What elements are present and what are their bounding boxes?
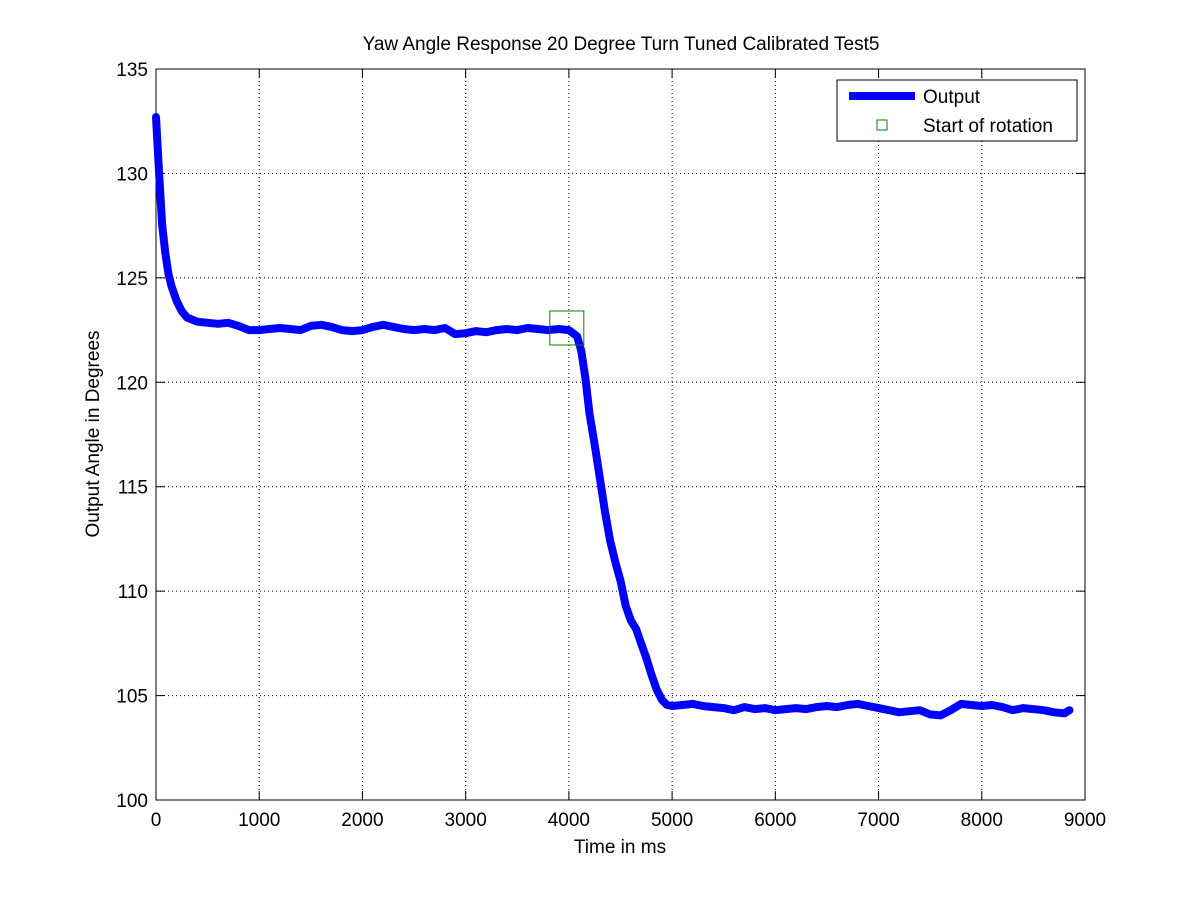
grid-lines [156,69,1085,800]
x-tick-label: 9000 [1064,810,1106,831]
y-tick-label: 100 [116,791,148,812]
y-tick-label: 105 [116,687,148,708]
start-of-rotation-marker [549,310,585,346]
y-tick-label: 135 [116,60,148,81]
legend-output-label: Output [923,87,981,108]
y-tick-label: 125 [116,269,148,290]
axis-ticks [155,68,1086,801]
legend: Output Start of rotation [836,79,1078,142]
output-line [152,113,1074,720]
chart-title: Yaw Angle Response 20 Degree Turn Tuned … [363,34,880,55]
x-tick-label: 6000 [754,810,796,831]
y-tick-label: 115 [118,478,148,499]
x-tick-label: 5000 [651,810,693,831]
x-tick-label: 1000 [238,810,280,831]
x-axis-label: Time in ms [574,837,666,858]
x-tick-label: 4000 [548,810,590,831]
plot-area [155,68,1086,801]
y-tick-label: 130 [116,164,148,185]
y-tick-label: 110 [118,582,148,603]
x-tick-label: 8000 [961,810,1003,831]
y-axis-label: Output Angle in Degrees [83,330,104,537]
legend-box [836,79,1078,142]
series-layer [152,113,1074,720]
x-tick-label: 3000 [445,810,487,831]
plot-frame [155,68,1086,801]
y-tick-label: 120 [116,373,148,394]
x-tick-label: 0 [151,810,162,831]
legend-start-of-rotation-swatch [876,119,888,131]
x-tick-label: 7000 [857,810,899,831]
x-tick-label: 2000 [341,810,383,831]
tick-labels: 0 1000 2000 3000 4000 5000 6000 7000 8000 9000 100… [116,60,1106,831]
legend-start-of-rotation-label: Start of rotation [923,116,1053,137]
